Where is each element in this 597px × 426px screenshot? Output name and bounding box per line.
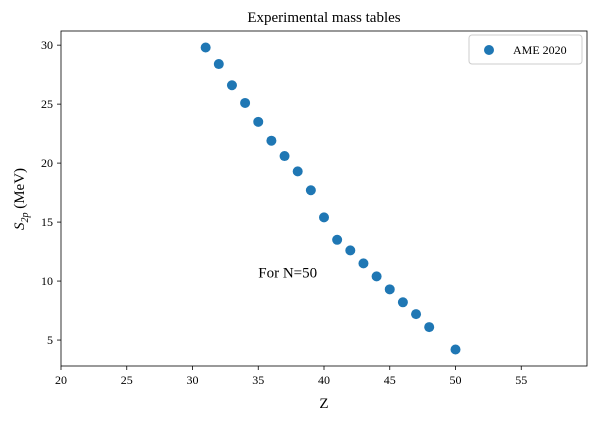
data-point bbox=[240, 97, 251, 108]
annotation-text: For N=50 bbox=[258, 266, 317, 282]
chart-title: Experimental mass tables bbox=[247, 10, 400, 26]
data-point bbox=[397, 297, 408, 308]
legend: AME 2020 bbox=[468, 34, 583, 65]
data-point bbox=[319, 212, 329, 223]
legend-label: AME 2020 bbox=[513, 43, 567, 57]
data-point bbox=[266, 135, 277, 146]
data-point bbox=[292, 166, 303, 177]
y-axis-title: S2p (MeV) bbox=[12, 168, 31, 230]
x-tick-label: 40 bbox=[318, 373, 330, 387]
x-tick-label: 20 bbox=[55, 373, 67, 387]
data-point bbox=[213, 59, 224, 70]
x-tick-label: 30 bbox=[187, 373, 199, 387]
y-tick-label: 30 bbox=[41, 38, 53, 52]
legend-marker bbox=[484, 45, 494, 55]
y-tick-label: 10 bbox=[41, 274, 53, 288]
y-tick-label: 20 bbox=[41, 156, 53, 170]
y-tick-label: 5 bbox=[47, 333, 53, 347]
data-point bbox=[345, 245, 356, 256]
x-axis-title: Z bbox=[319, 396, 328, 412]
data-point bbox=[371, 271, 382, 282]
data-point bbox=[279, 151, 290, 162]
data-point bbox=[424, 322, 435, 333]
data-point bbox=[411, 309, 422, 320]
y-tick-label: 25 bbox=[41, 97, 53, 111]
plot-frame bbox=[60, 30, 588, 367]
data-point bbox=[358, 258, 369, 269]
data-point bbox=[200, 42, 211, 53]
x-tick-label: 35 bbox=[252, 373, 264, 387]
y-axis-title-unit: (MeV) bbox=[12, 168, 28, 213]
data-point bbox=[305, 185, 316, 196]
data-point bbox=[384, 284, 395, 295]
x-tick-label: 25 bbox=[121, 373, 133, 387]
x-tick-label: 50 bbox=[450, 373, 462, 387]
legend-box bbox=[468, 34, 583, 65]
data-point bbox=[450, 344, 461, 355]
data-point bbox=[226, 80, 237, 91]
data-point bbox=[332, 234, 343, 245]
data-point bbox=[253, 116, 264, 127]
y-axis-title-main: S bbox=[12, 222, 28, 230]
x-tick-label: 45 bbox=[384, 373, 396, 387]
x-tick-label: 55 bbox=[515, 373, 527, 387]
y-axis-title-subscript: 2p bbox=[20, 213, 31, 223]
y-tick-label: 15 bbox=[41, 215, 53, 229]
